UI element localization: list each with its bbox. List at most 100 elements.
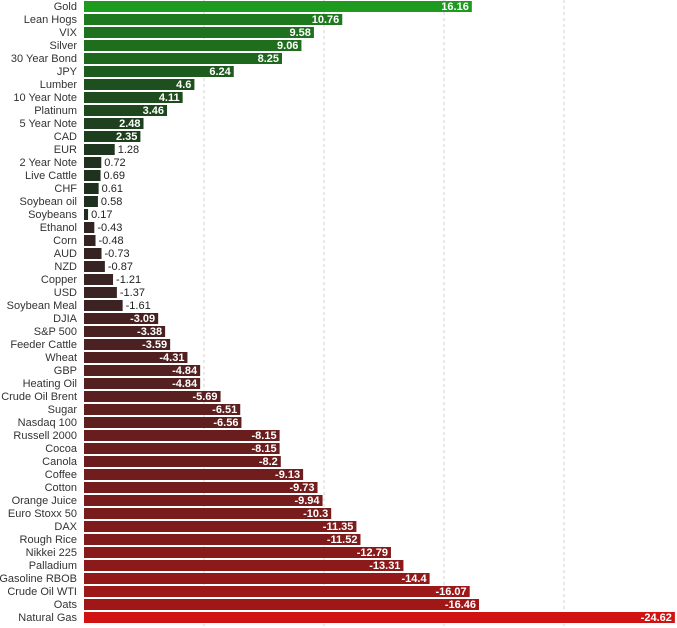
category-label: NZD [54,261,77,273]
category-label: Natural Gas [18,612,77,624]
value-label: 8.25 [258,53,279,65]
category-label: CAD [54,131,77,143]
value-label: -0.43 [97,222,122,234]
category-label: CHF [54,183,77,195]
category-label: Silver [49,40,77,52]
bar-heating-oil [84,378,201,389]
category-label: Feeder Cattle [10,339,77,351]
category-label: Oats [54,599,78,611]
bar-cocoa [84,443,280,454]
value-label: -11.52 [327,534,358,546]
value-label: -10.3 [303,508,328,520]
value-label: -0.73 [105,248,130,260]
value-label: 9.58 [289,27,310,39]
bar-2-year-note [84,157,102,168]
bar-aud [84,248,102,259]
bar-soybean-meal [84,300,123,311]
category-label: Nasdaq 100 [18,417,77,429]
bar-dax [84,521,357,532]
value-label: -1.37 [120,287,145,299]
value-label: -3.09 [130,313,155,325]
bar-rough-rice [84,534,361,545]
value-label: -3.38 [137,326,162,338]
value-label: 0.69 [104,170,125,182]
bar-crude-oil-brent [84,391,221,402]
bar-russell-2000 [84,430,280,441]
category-label: Euro Stoxx 50 [8,508,77,520]
value-label: -9.73 [289,482,314,494]
value-label: -9.13 [275,469,300,481]
value-label: 1.28 [118,144,139,156]
bar-lean-hogs [84,14,343,25]
category-label: Rough Rice [20,534,77,546]
value-label: -13.31 [369,560,400,572]
value-label: 3.46 [143,105,164,117]
value-label: -16.46 [445,599,476,611]
bar-live-cattle [84,170,101,181]
value-label: 0.72 [104,157,125,169]
value-label: -0.87 [108,261,133,273]
bar-canola [84,456,281,467]
category-label: Soybean oil [20,196,78,208]
value-label: -1.61 [126,300,151,312]
category-label: 30 Year Bond [11,53,77,65]
category-label: 10 Year Note [13,92,77,104]
value-label: -6.51 [212,404,237,416]
bars [84,1,675,623]
category-label: Palladium [29,560,77,572]
value-label: -8.2 [259,456,278,468]
category-label: Wheat [45,352,77,364]
value-label: 0.61 [102,183,123,195]
bar-silver [84,40,302,51]
bar-feeder-cattle [84,339,171,350]
value-label: -12.79 [357,547,388,559]
bar-nzd [84,261,105,272]
value-label: -4.31 [159,352,184,364]
value-label: -1.21 [116,274,141,286]
category-label: Nikkei 225 [26,547,77,559]
category-label: Corn [53,235,77,247]
bar-nasdaq-100 [84,417,242,428]
value-label: 0.58 [101,196,122,208]
category-label: Live Cattle [25,170,77,182]
category-label: Cocoa [45,443,78,455]
bar-djia [84,313,159,324]
bar-cad [84,131,141,142]
category-label: Lean Hogs [24,14,78,26]
category-label: Sugar [48,404,78,416]
bar-eur [84,144,115,155]
category-label: DAX [54,521,77,533]
value-label: 4.11 [159,92,180,104]
category-label: Platinum [34,105,77,117]
bar-wheat [84,352,188,363]
bar-soybean-oil [84,196,98,207]
bar-euro-stoxx-50 [84,508,332,519]
bar-natural-gas [84,612,675,623]
bar-10-year-note [84,92,183,103]
category-label: Soybeans [28,209,77,221]
category-label: Ethanol [40,222,77,234]
category-label: 2 Year Note [20,157,78,169]
category-label: Crude Oil Brent [1,391,77,403]
grid-lines [203,0,565,626]
bar-crude-oil-wti [84,586,470,597]
bar-5-year-note [84,118,144,129]
category-label: DJIA [53,313,78,325]
value-label: -3.59 [142,339,167,351]
category-label: JPY [57,66,78,78]
category-label: Russell 2000 [13,430,77,442]
category-label: Heating Oil [23,378,77,390]
value-labels: 16.16 10.769.589.068.25 6.24 4.64.113.462.4… [91,1,672,624]
bar-ethanol [84,222,95,233]
bar-gold [84,1,472,12]
bar-vix [84,27,314,38]
value-label: -16.07 [435,586,466,598]
value-label: 16.16 [441,1,469,13]
bar-coffee [84,469,304,480]
bar-platinum [84,105,168,116]
category-label: Coffee [45,469,77,481]
bar-corn [84,235,96,246]
value-label: -4.84 [172,365,198,377]
